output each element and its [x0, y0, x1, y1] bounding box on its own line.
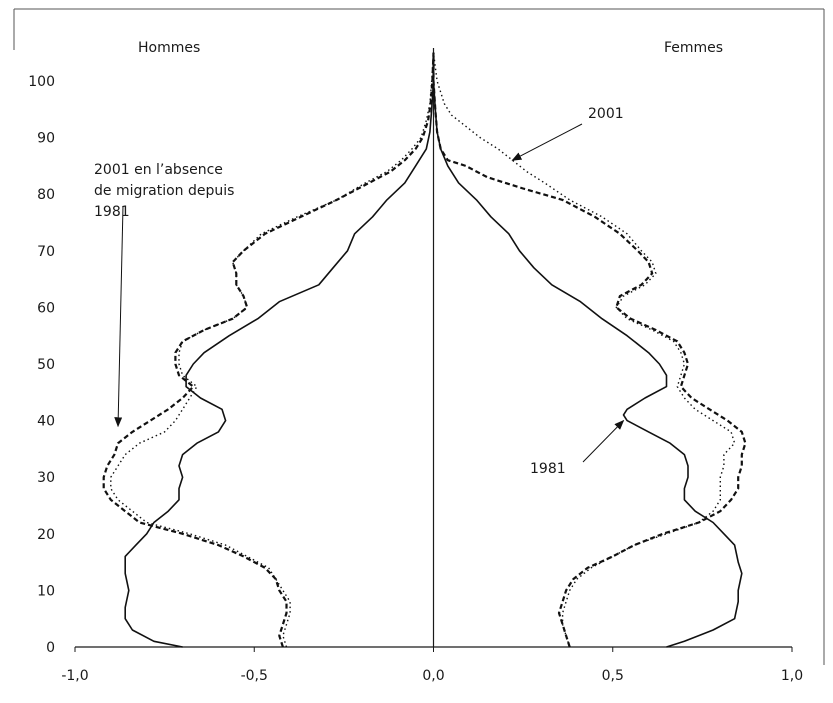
- series-s1981-women: [432, 52, 743, 648]
- annotation-arrow: [114, 205, 124, 428]
- y-tick-label: 100: [28, 74, 55, 90]
- y-tick-label: 70: [37, 244, 55, 260]
- series-s2001nomig-women: [432, 52, 747, 648]
- x-tick-label: 0,5: [602, 668, 624, 684]
- y-tick-label: 40: [37, 414, 55, 430]
- annotation-text: 1981: [530, 461, 566, 477]
- y-tick-label: 30: [37, 470, 55, 486]
- annotation-text: 2001 en l’absence: [94, 162, 223, 178]
- series-s2001nomig-men: [102, 52, 435, 648]
- annotation-text: 2001: [588, 106, 624, 122]
- side-label-right: Femmes: [664, 40, 723, 56]
- y-tick-label: 50: [37, 357, 55, 373]
- y-tick-label: 80: [37, 187, 55, 203]
- annotation-text: 1981: [94, 204, 130, 220]
- y-tick-label: 20: [37, 527, 55, 543]
- x-tick-label: 1,0: [781, 668, 803, 684]
- x-tick-label: 0,0: [422, 668, 444, 684]
- series-s1981-men: [124, 52, 435, 648]
- y-tick-label: 90: [37, 131, 55, 147]
- series-lines: [102, 52, 747, 648]
- series-s2001-men: [110, 52, 435, 648]
- side-label-left: Hommes: [138, 40, 200, 56]
- annotations: 2001 2001 en l’absence de migration depuis…: [94, 106, 625, 477]
- annotation-arrow: [582, 419, 625, 463]
- annotation-text: de migration depuis: [94, 183, 234, 199]
- annotation-arrow: [511, 123, 583, 161]
- y-tick-labels: 0 10 20 30 40 50 60 70 80 90 100: [28, 74, 55, 656]
- x-tick-labels: -1,0 -0,5 0,0 0,5 1,0: [61, 647, 803, 684]
- y-tick-label: 60: [37, 300, 55, 316]
- series-s2001-women: [432, 52, 736, 648]
- x-tick-label: -1,0: [61, 668, 88, 684]
- y-tick-label: 0: [46, 640, 55, 656]
- x-tick-label: -0,5: [241, 668, 268, 684]
- y-tick-label: 10: [37, 583, 55, 599]
